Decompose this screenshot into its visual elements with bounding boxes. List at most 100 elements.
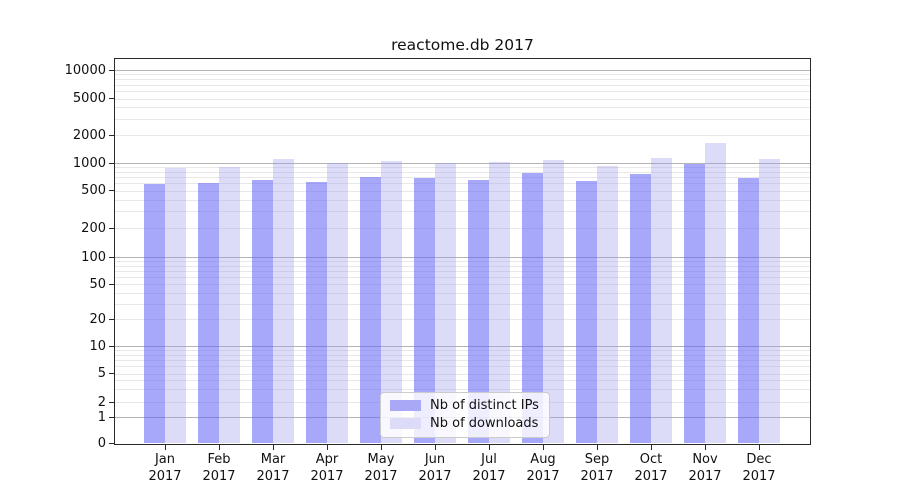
gridline-minor bbox=[115, 228, 810, 229]
bar-jun-distinct-ips bbox=[414, 177, 435, 443]
gridline-minor bbox=[115, 360, 810, 362]
bar-jan-downloads bbox=[165, 167, 186, 443]
bar-mar-distinct-ips bbox=[252, 179, 273, 443]
chart-title: reactome.db 2017 bbox=[391, 36, 534, 54]
bar-dec-distinct-ips bbox=[738, 177, 759, 443]
y-tick-label: 5 bbox=[97, 366, 106, 381]
x-tick-label-nov: Nov 2017 bbox=[688, 452, 722, 484]
gridline-minor bbox=[115, 319, 810, 320]
y-tick-label: 1 bbox=[97, 409, 106, 425]
gridline-major bbox=[115, 346, 810, 347]
x-tick-mark bbox=[650, 444, 652, 450]
gridline-minor bbox=[115, 292, 810, 294]
gridline-minor bbox=[115, 74, 810, 76]
bar-aug-distinct-ips bbox=[522, 173, 543, 443]
y-tick-label: 2 bbox=[97, 394, 106, 410]
bar-jul-downloads bbox=[489, 162, 510, 443]
gridline-minor bbox=[115, 270, 810, 272]
bar-dec-downloads bbox=[759, 159, 780, 443]
legend: Nb of distinct IPs Nb of downloads bbox=[380, 392, 550, 438]
y-tick-mark bbox=[109, 134, 115, 136]
gridline-minor bbox=[115, 167, 810, 169]
gridline-minor bbox=[115, 91, 810, 92]
x-tick-label-jul: Jul 2017 bbox=[472, 452, 506, 484]
gridline-minor bbox=[115, 177, 810, 179]
x-tick-mark bbox=[704, 444, 706, 450]
y-tick-label: 5000 bbox=[72, 91, 106, 106]
gridline-minor bbox=[115, 380, 810, 382]
bar-feb-distinct-ips bbox=[198, 182, 219, 443]
gridline-minor bbox=[115, 135, 810, 136]
legend-entry-downloads: Nb of downloads bbox=[390, 416, 539, 431]
y-tick-mark bbox=[109, 69, 115, 71]
bar-jul-distinct-ips bbox=[468, 180, 489, 443]
gridline-minor bbox=[115, 389, 810, 391]
gridline-minor bbox=[115, 350, 810, 352]
y-tick-mark bbox=[109, 190, 115, 192]
gridline-minor bbox=[115, 373, 810, 375]
legend-entry-distinct-ips: Nb of distinct IPs bbox=[390, 398, 539, 413]
y-tick-mark bbox=[109, 318, 115, 320]
y-tick-mark bbox=[109, 442, 115, 444]
gridline-minor bbox=[115, 98, 810, 100]
x-tick-mark bbox=[272, 444, 274, 450]
gridline-minor bbox=[115, 265, 810, 267]
plot-area bbox=[114, 58, 811, 445]
y-tick-mark bbox=[109, 345, 115, 347]
y-tick-mark bbox=[109, 98, 115, 100]
gridline-major bbox=[115, 257, 810, 258]
bar-aug-downloads bbox=[543, 160, 564, 443]
x-tick-mark bbox=[326, 444, 328, 450]
bar-nov-downloads bbox=[705, 142, 726, 443]
x-tick-label-dec: Dec 2017 bbox=[742, 452, 776, 484]
x-tick-label-apr: Apr 2017 bbox=[310, 452, 344, 484]
y-tick-label: 10000 bbox=[64, 62, 106, 78]
y-tick-label: 200 bbox=[81, 220, 106, 236]
gridline-minor bbox=[115, 199, 810, 201]
bar-oct-downloads bbox=[651, 157, 672, 443]
x-tick-mark bbox=[758, 444, 760, 450]
gridline-major bbox=[115, 163, 810, 165]
gridline-major bbox=[115, 70, 810, 71]
y-tick-label: 10 bbox=[89, 338, 106, 354]
gridline-minor bbox=[115, 276, 810, 278]
y-tick-mark bbox=[109, 283, 115, 285]
x-tick-mark bbox=[218, 444, 220, 450]
x-tick-mark bbox=[434, 444, 436, 450]
bar-sep-downloads bbox=[597, 166, 618, 443]
gridline-minor bbox=[115, 107, 810, 109]
x-tick-mark bbox=[596, 444, 598, 450]
y-tick-label: 20 bbox=[89, 311, 106, 327]
bar-oct-distinct-ips bbox=[630, 174, 651, 443]
y-tick-label: 2000 bbox=[72, 127, 106, 143]
y-tick-mark bbox=[109, 227, 115, 229]
bar-feb-downloads bbox=[219, 166, 240, 443]
legend-swatch-distinct-ips bbox=[390, 400, 421, 411]
x-tick-mark bbox=[488, 444, 490, 450]
bar-jan-distinct-ips bbox=[144, 184, 165, 443]
x-tick-mark bbox=[380, 444, 382, 450]
bar-apr-downloads bbox=[327, 162, 348, 443]
gridline-minor bbox=[115, 183, 810, 185]
x-tick-mark bbox=[164, 444, 166, 450]
y-tick-mark bbox=[109, 416, 115, 418]
gridline-minor bbox=[115, 366, 810, 368]
y-tick-mark bbox=[109, 256, 115, 258]
y-tick-mark bbox=[109, 162, 115, 165]
x-tick-label-may: May 2017 bbox=[364, 452, 398, 484]
y-tick-label: 100 bbox=[81, 249, 106, 265]
bar-nov-distinct-ips bbox=[684, 164, 705, 443]
x-tick-label-mar: Mar 2017 bbox=[256, 452, 290, 484]
x-tick-label-sep: Sep 2017 bbox=[580, 452, 614, 484]
x-tick-label-feb: Feb 2017 bbox=[202, 452, 236, 484]
y-tick-label: 50 bbox=[89, 276, 106, 292]
gridline-minor bbox=[115, 79, 810, 81]
bar-apr-distinct-ips bbox=[306, 182, 327, 443]
gridline-minor bbox=[115, 211, 810, 213]
y-tick-label: 500 bbox=[81, 183, 106, 198]
legend-swatch-downloads bbox=[390, 418, 421, 429]
legend-label-distinct-ips: Nb of distinct IPs bbox=[430, 398, 539, 413]
x-tick-mark bbox=[542, 444, 544, 450]
x-tick-label-jun: Jun 2017 bbox=[418, 452, 452, 484]
